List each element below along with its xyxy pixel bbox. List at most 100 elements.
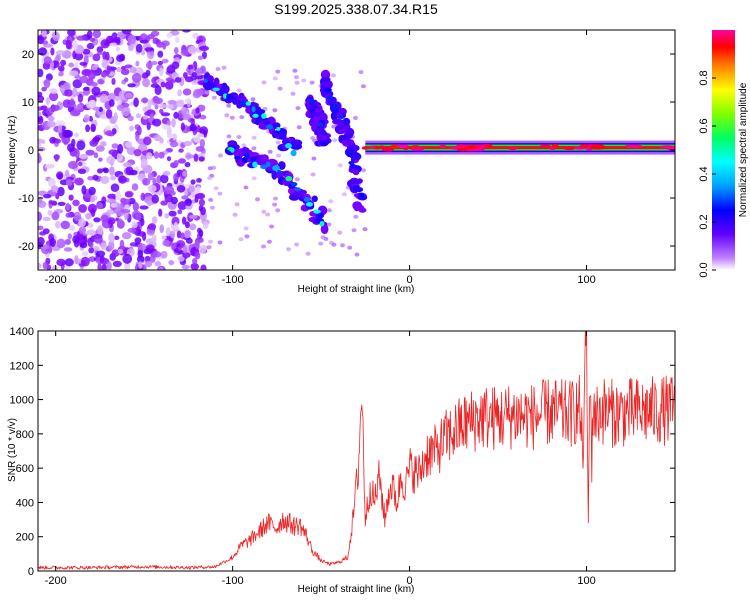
spectrogram-blob [238, 92, 245, 99]
spectrogram-noise-blob [190, 179, 196, 185]
colorbar-tick-label: 0.0 [698, 262, 710, 277]
spectrogram-noise-blob [80, 256, 90, 267]
spectrogram-blob [230, 147, 235, 153]
snr-x-tick-label: 100 [577, 575, 595, 587]
carrier-hotspot [624, 144, 643, 149]
spectrogram-noise-blob [147, 184, 157, 193]
spectrogram-noise-blob [148, 223, 157, 231]
spectrogram-noise-blob [51, 104, 60, 112]
spectrogram-noise-blob [50, 47, 55, 56]
spectrogram-noise-blob [176, 101, 185, 107]
spectrogram-blob [245, 101, 251, 106]
spectrogram-noise-blob [42, 216, 51, 222]
spectrogram-noise-blob [143, 136, 152, 146]
spectrogram-noise-blob [301, 78, 307, 83]
spectrogram-noise-blob [162, 239, 170, 247]
spectrogram-carrier-track [361, 140, 675, 155]
spectrogram-noise-blob [93, 217, 101, 223]
spectrogram-noise-blob [362, 227, 368, 232]
spectrogram-noise-blob [54, 138, 62, 144]
spectrogram-noise-blob [330, 73, 336, 78]
spectrogram-noise-blob [87, 203, 97, 214]
spectrogram-noise-blob [113, 36, 121, 43]
spectrogram-noise-blob [251, 146, 257, 151]
spectrogram-noise-blob [88, 247, 95, 254]
spectrogram-blob [313, 209, 321, 214]
spectrogram-noise-blob [135, 113, 142, 119]
spectrogram-noise-blob [72, 199, 80, 207]
spectrogram-noise-blob [144, 260, 153, 268]
spectrogram-noise-blob [174, 77, 182, 83]
spectrogram-noise-blob [139, 205, 149, 210]
spectrogram-blob [222, 93, 228, 99]
spectrogram-noise-blob [109, 166, 115, 176]
spectrogram-noise-blob [187, 64, 194, 70]
spectrogram-noise-blob [113, 235, 120, 240]
spectrogram-noise-blob [164, 193, 173, 203]
spectrogram-noise-blob [162, 43, 167, 50]
spectrogram-noise-blob [209, 205, 215, 210]
spectrogram-noise-blob [117, 248, 124, 254]
carrier-hotspot [361, 146, 370, 150]
spectrogram-noise-blob [134, 237, 142, 244]
spectrogram-noise-blob [276, 153, 282, 158]
spectrogram-noise-blob [331, 124, 337, 129]
spectrogram-blob [265, 161, 271, 167]
spectrogram-blob [239, 100, 247, 107]
spectrogram-noise-blob [158, 104, 168, 109]
spectrogram-noise-blob [72, 235, 80, 244]
spectrogram-noise-blob [124, 191, 133, 198]
spectrogram-noise-blob [196, 192, 206, 200]
spectrogram-noise-blob [221, 65, 227, 70]
snr-plot-area [38, 331, 675, 571]
spectrogram-noise-blob [79, 75, 89, 84]
spectrogram-noise-blob [180, 49, 189, 56]
spectrogram-noise-blob [193, 153, 199, 162]
spectrogram-noise-blob [110, 175, 117, 181]
snr-x-axis-label: Height of straight line (km) [298, 584, 415, 595]
colorbar-gradient [712, 30, 735, 270]
spectrogram-noise-blob [265, 212, 271, 217]
spectrogram-noise-blob [69, 98, 75, 108]
spectrogram-noise-blob [173, 248, 179, 253]
spectrogram-noise-blob [218, 153, 223, 158]
spectrogram-noise-blob [142, 78, 151, 88]
spectrogram-noise-blob [127, 83, 136, 88]
spectrogram-noise-blob [147, 34, 155, 40]
snr-y-tick-label: 800 [16, 429, 34, 441]
spectrogram-noise-blob [117, 218, 123, 226]
spectrogram-blob [346, 153, 352, 157]
spectrogram-noise-blob [166, 120, 171, 127]
snr-y-axis-label: SNR (10 * v/v) [7, 418, 18, 482]
spectrogram-blob [256, 110, 264, 121]
spectrogram-blob [320, 224, 329, 235]
figure-title: S199.2025.338.07.34.R15 [274, 1, 438, 17]
spectrogram-noise-blob [147, 172, 154, 181]
spectrogram-noise-blob [100, 176, 110, 184]
spectrogram-noise-blob [77, 93, 84, 103]
spectrogram-noise-blob [43, 43, 53, 48]
spectrogram-noise-blob [78, 226, 86, 235]
spectrogram-noise-blob [236, 135, 242, 139]
spectrogram-noise-blob [41, 30, 47, 38]
spectrogram-noise-blob [188, 214, 198, 219]
spectrogram-blob [226, 93, 234, 100]
spectrogram-upper-branch [203, 72, 303, 157]
spectrogram-noise-blob [126, 146, 136, 155]
spectrogram-noise-blob [184, 230, 191, 238]
spectrogram-noise-blob [275, 140, 281, 145]
spectrogram-noise-blob [42, 262, 48, 270]
spectrogram-noise-blob [134, 213, 142, 221]
spectrogram-noise-blob [135, 43, 143, 53]
spectrogram-noise-blob [38, 153, 41, 163]
carrier-hotspot [539, 144, 552, 149]
snr-y-tick-label: 1000 [10, 395, 34, 407]
spectrogram-noise-blob [167, 100, 177, 105]
spectrogram-noise-blob [38, 225, 44, 231]
spectrogram-blob [279, 134, 287, 140]
spectrogram-noise-blob [136, 125, 142, 136]
spectrogram-noise-blob [195, 146, 205, 152]
spectrogram-noise-blob [160, 81, 166, 88]
spectrogram-noise-blob [244, 234, 250, 239]
spectrogram-noise-blob [62, 129, 72, 138]
